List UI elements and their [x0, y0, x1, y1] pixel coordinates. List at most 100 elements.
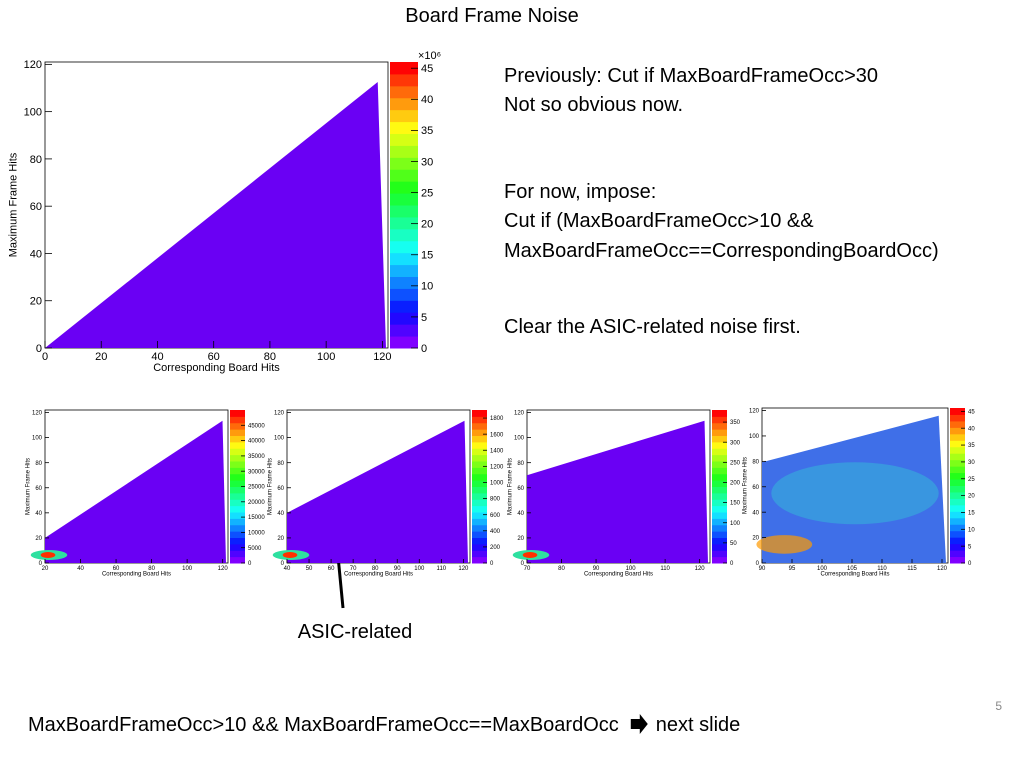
color-band	[390, 324, 418, 337]
page-number: 5	[995, 699, 1002, 713]
color-band	[472, 467, 487, 475]
x-tick-label: 40	[151, 351, 163, 363]
x-tick-label: 105	[847, 566, 858, 572]
z-tick-label: 10000	[248, 531, 265, 537]
y-tick-label: 20	[517, 536, 524, 542]
color-band	[390, 145, 418, 158]
y-tick-label: 60	[752, 485, 759, 491]
x-tick-label: 95	[789, 566, 796, 572]
hot-spot	[522, 552, 538, 558]
color-band	[472, 435, 487, 443]
color-band	[472, 512, 487, 519]
color-band	[390, 85, 418, 99]
z-tick-label: 5000	[248, 546, 262, 552]
note: MaxBoardFrameOcc==CorrespondingBoardOcc)	[504, 240, 939, 262]
y-tick-label: 0	[281, 561, 285, 567]
color-band	[712, 448, 727, 456]
x-axis-label: Corresponding Board Hits	[584, 572, 653, 578]
x-tick-label: 110	[660, 566, 670, 572]
histogram: 20 40 60 80 100 120020406080100120Correspondi…	[25, 409, 265, 578]
color-band	[390, 216, 418, 230]
histogram: 90 95 100 105 110 115 120020406080100120Corres…	[742, 407, 975, 578]
z-tick-label: 15	[968, 511, 975, 517]
footer-link: next slide	[656, 714, 741, 736]
color-band	[472, 543, 487, 551]
note: Cut if (MaxBoardFrameOcc>10 &&	[504, 210, 814, 232]
note: Not so obvious now.	[504, 94, 683, 116]
color-band	[390, 288, 418, 301]
z-tick-label: 30	[968, 460, 975, 466]
color-band	[712, 537, 727, 545]
y-tick-label: 40	[752, 510, 759, 516]
occupancy-region	[762, 415, 946, 563]
color-band	[950, 556, 965, 564]
color-band	[472, 499, 487, 507]
z-tick-label: 5	[421, 312, 427, 324]
color-band	[712, 556, 727, 564]
x-tick-label: 120	[218, 566, 229, 572]
color-band	[230, 454, 245, 462]
footer-text: MaxBoardFrameOcc>10 && MaxBoardFrameOcc=…	[28, 714, 619, 736]
slide-title: Board Frame Noise	[405, 5, 578, 27]
occupancy-region	[287, 420, 468, 563]
y-tick-label: 80	[517, 461, 524, 467]
y-tick-label: 120	[32, 411, 43, 417]
z-tick-label: 35	[421, 125, 433, 137]
y-tick-label: 120	[24, 59, 42, 71]
x-tick-label: 100	[817, 566, 828, 572]
x-tick-label: 90	[759, 566, 766, 572]
z-tick-label: 25000	[248, 485, 265, 491]
color-band	[230, 435, 245, 443]
y-tick-label: 40	[30, 248, 42, 260]
z-tick-label: 20	[968, 494, 975, 500]
x-tick-label: 115	[907, 566, 917, 572]
color-band	[230, 543, 245, 551]
hot-spot	[771, 462, 939, 525]
z-tick-label: 45	[421, 63, 433, 75]
y-tick-label: 80	[35, 461, 42, 467]
note: Previously: Cut if MaxBoardFrameOcc>30	[504, 65, 878, 87]
color-band	[390, 264, 418, 277]
color-band	[230, 492, 245, 500]
color-band	[712, 524, 727, 532]
y-tick-label: 100	[749, 434, 760, 440]
y-tick-label: 0	[521, 561, 525, 567]
color-band	[230, 556, 245, 564]
x-tick-label: 110	[437, 566, 447, 572]
y-tick-label: 120	[749, 409, 760, 415]
color-band	[950, 498, 965, 506]
y-tick-label: 60	[517, 486, 524, 492]
z-tick-label: 1200	[490, 464, 504, 470]
y-tick-label: 100	[32, 436, 43, 442]
color-band	[950, 479, 965, 486]
color-band	[390, 193, 418, 206]
color-band	[472, 537, 487, 545]
color-band	[472, 531, 487, 538]
color-band	[230, 537, 245, 545]
y-tick-label: 80	[277, 461, 284, 467]
color-band	[390, 109, 418, 123]
hot-spot	[756, 535, 813, 554]
color-band	[230, 486, 245, 494]
color-band	[950, 433, 965, 441]
color-band	[472, 556, 487, 564]
z-tick-label: 10	[968, 527, 975, 533]
color-band	[390, 157, 418, 170]
color-band	[950, 550, 965, 558]
z-tick-label: 25	[421, 187, 433, 199]
x-tick-label: 60	[208, 351, 220, 363]
color-band	[950, 543, 965, 551]
annotation: ASIC-related	[298, 621, 413, 643]
color-band	[472, 486, 487, 494]
y-tick-label: 100	[24, 106, 42, 118]
y-tick-label: 0	[756, 561, 760, 567]
y-tick-label: 80	[30, 154, 42, 166]
color-band	[950, 530, 965, 538]
z-tick-label: 350	[730, 420, 741, 426]
color-band	[712, 543, 727, 551]
x-tick-label: 110	[877, 566, 887, 572]
color-band	[472, 429, 487, 436]
color-band	[230, 410, 245, 417]
color-band	[472, 550, 487, 558]
